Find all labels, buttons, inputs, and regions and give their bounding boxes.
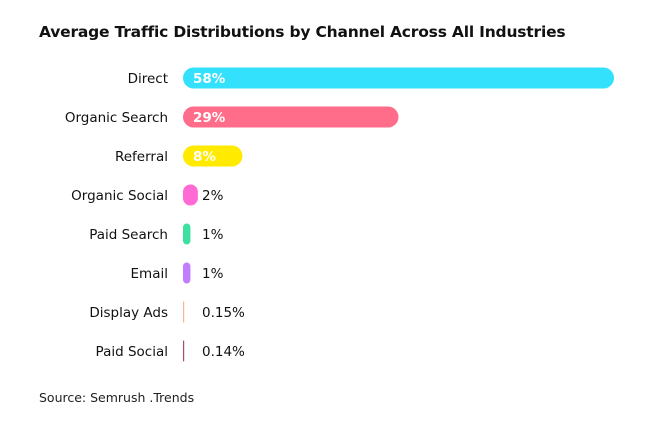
data-label-direct: 58%	[193, 71, 226, 87]
category-label-organic-social: Organic Social	[71, 188, 168, 204]
bar-organic-social	[183, 184, 198, 206]
bar-paid-social	[183, 340, 185, 362]
chart-title: Average Traffic Distributions by Channel…	[39, 23, 566, 41]
data-label-paid-search: 1%	[202, 227, 224, 243]
data-label-paid-social: 0.14%	[202, 344, 245, 360]
data-label-organic-social: 2%	[202, 188, 224, 204]
data-label-email: 1%	[202, 266, 224, 282]
bar-organic-search	[183, 106, 399, 128]
category-label-email: Email	[131, 266, 168, 282]
data-label-organic-search: 29%	[193, 110, 226, 126]
bar-paid-search	[183, 223, 191, 245]
data-label-display-ads: 0.15%	[202, 305, 245, 321]
category-label-referral: Referral	[115, 149, 168, 165]
bar-referral	[183, 145, 243, 167]
category-label-direct: Direct	[128, 71, 168, 87]
category-label-paid-social: Paid Social	[96, 344, 168, 360]
source-note: Source: Semrush .Trends	[39, 390, 195, 405]
category-label-organic-search: Organic Search	[65, 110, 168, 126]
data-label-referral: 8%	[193, 149, 216, 165]
bar-direct	[183, 67, 614, 89]
bar-email	[183, 262, 191, 284]
bar-display-ads	[183, 301, 185, 323]
category-label-display-ads: Display Ads	[89, 305, 168, 321]
category-label-paid-search: Paid Search	[89, 227, 168, 243]
